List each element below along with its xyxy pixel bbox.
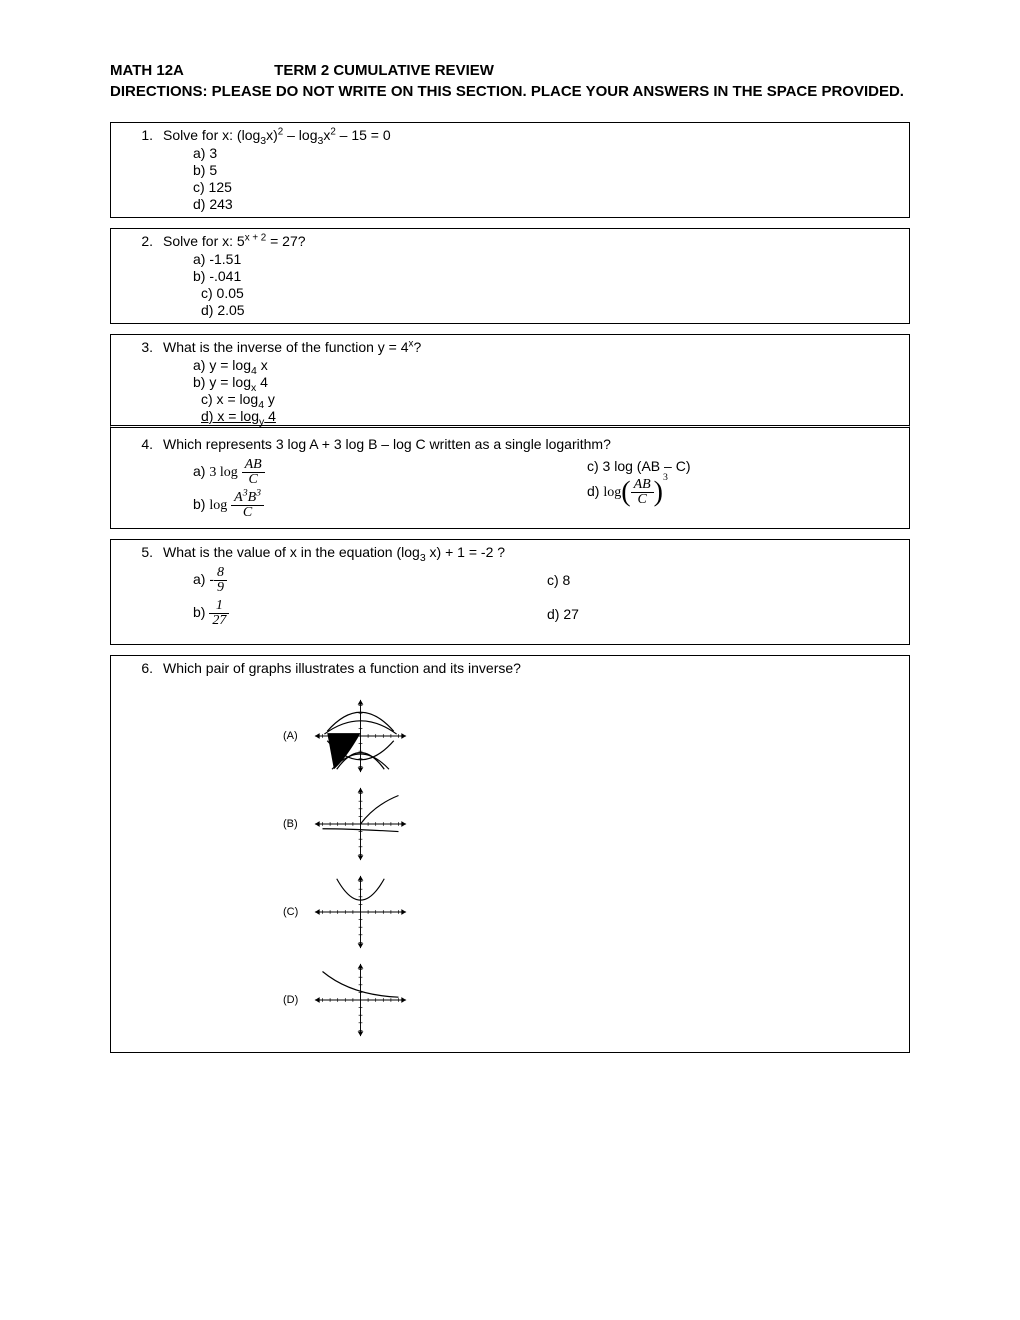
q6-stem: Which pair of graphs illustrates a funct… bbox=[163, 660, 901, 676]
graph-a-final bbox=[313, 696, 408, 776]
directions: DIRECTIONS: PLEASE DO NOT WRITE ON THIS … bbox=[110, 81, 910, 102]
q1-number: 1. bbox=[119, 127, 163, 213]
graph-c-overlay bbox=[313, 872, 408, 952]
q4-opt-a: a) 3 log ABC bbox=[193, 458, 507, 487]
q6-graph-a: (A) bbox=[283, 696, 901, 776]
q3-stem: What is the inverse of the function y = … bbox=[163, 339, 901, 355]
page-header: MATH 12A TERM 2 CUMULATIVE REVIEW DIRECT… bbox=[110, 60, 910, 102]
q4-number: 4. bbox=[119, 436, 163, 524]
q2-stem: Solve for x: 5x + 2 = 27? bbox=[163, 233, 901, 249]
course-code: MATH 12A bbox=[110, 60, 270, 81]
q1-opt-c: c) 125 bbox=[193, 179, 901, 195]
q2-opt-d: d) 2.05 bbox=[193, 302, 901, 318]
q6-graph-d: (D) bbox=[283, 960, 901, 1040]
graph-d-svg bbox=[313, 960, 408, 1040]
question-6: 6. Which pair of graphs illustrates a fu… bbox=[110, 655, 910, 1053]
review-title: TERM 2 CUMULATIVE REVIEW bbox=[274, 62, 494, 79]
q3-options: a) y = log4 x b) y = logx 4 c) x = log4 … bbox=[163, 357, 901, 424]
q4-opt-d: d) log(ABC)3 bbox=[587, 478, 901, 507]
q2-options: a) -1.51 b) -.041 c) 0.05 d) 2.05 bbox=[163, 251, 901, 318]
q2-opt-a: a) -1.51 bbox=[193, 251, 901, 267]
q1-opt-d: d) 243 bbox=[193, 196, 901, 212]
q5-number: 5. bbox=[119, 544, 163, 640]
q2-number: 2. bbox=[119, 233, 163, 319]
question-4: 4. Which represents 3 log A + 3 log B – … bbox=[110, 428, 910, 529]
q5-opt-b: b) 127 bbox=[193, 599, 547, 628]
q3-opt-b: b) y = logx 4 bbox=[193, 374, 901, 390]
q1-opt-b: b) 5 bbox=[193, 162, 901, 178]
q1-options: a) 3 b) 5 c) 125 d) 243 bbox=[163, 145, 901, 212]
q3-opt-c: c) x = log4 y bbox=[193, 391, 901, 407]
q3-opt-a: a) y = log4 x bbox=[193, 357, 901, 373]
question-5: 5. What is the value of x in the equatio… bbox=[110, 539, 910, 645]
question-2: 2. Solve for x: 5x + 2 = 27? a) -1.51 b)… bbox=[110, 228, 910, 324]
q5-opt-a: a) -89 bbox=[193, 566, 547, 595]
q6-number: 6. bbox=[119, 660, 163, 1048]
question-3: 3. What is the inverse of the function y… bbox=[110, 334, 910, 428]
q5-opt-d: d) 27 bbox=[547, 606, 901, 622]
q2-opt-b: b) -.041 bbox=[193, 268, 901, 284]
q5-stem: What is the value of x in the equation (… bbox=[163, 544, 901, 560]
q3-opt-d: d) x = logy 4 bbox=[193, 408, 901, 424]
question-1: 1. Solve for x: (log3x)2 – log3x2 – 15 =… bbox=[110, 122, 910, 218]
q5-opt-c: c) 8 bbox=[547, 572, 901, 588]
q2-opt-c: c) 0.05 bbox=[193, 285, 901, 301]
q4-opt-c: c) 3 log (AB – C) bbox=[587, 458, 901, 474]
q1-stem: Solve for x: (log3x)2 – log3x2 – 15 = 0 bbox=[163, 127, 901, 143]
q6-graph-c: (C) bbox=[283, 872, 901, 952]
q1-opt-a: a) 3 bbox=[193, 145, 901, 161]
graph-b-svg bbox=[313, 784, 408, 864]
q3-number: 3. bbox=[119, 339, 163, 425]
q6-graph-b: (B) bbox=[283, 784, 901, 864]
q4-opt-b: b) log A3B3 C bbox=[193, 491, 507, 520]
q4-stem: Which represents 3 log A + 3 log B – log… bbox=[163, 436, 901, 452]
